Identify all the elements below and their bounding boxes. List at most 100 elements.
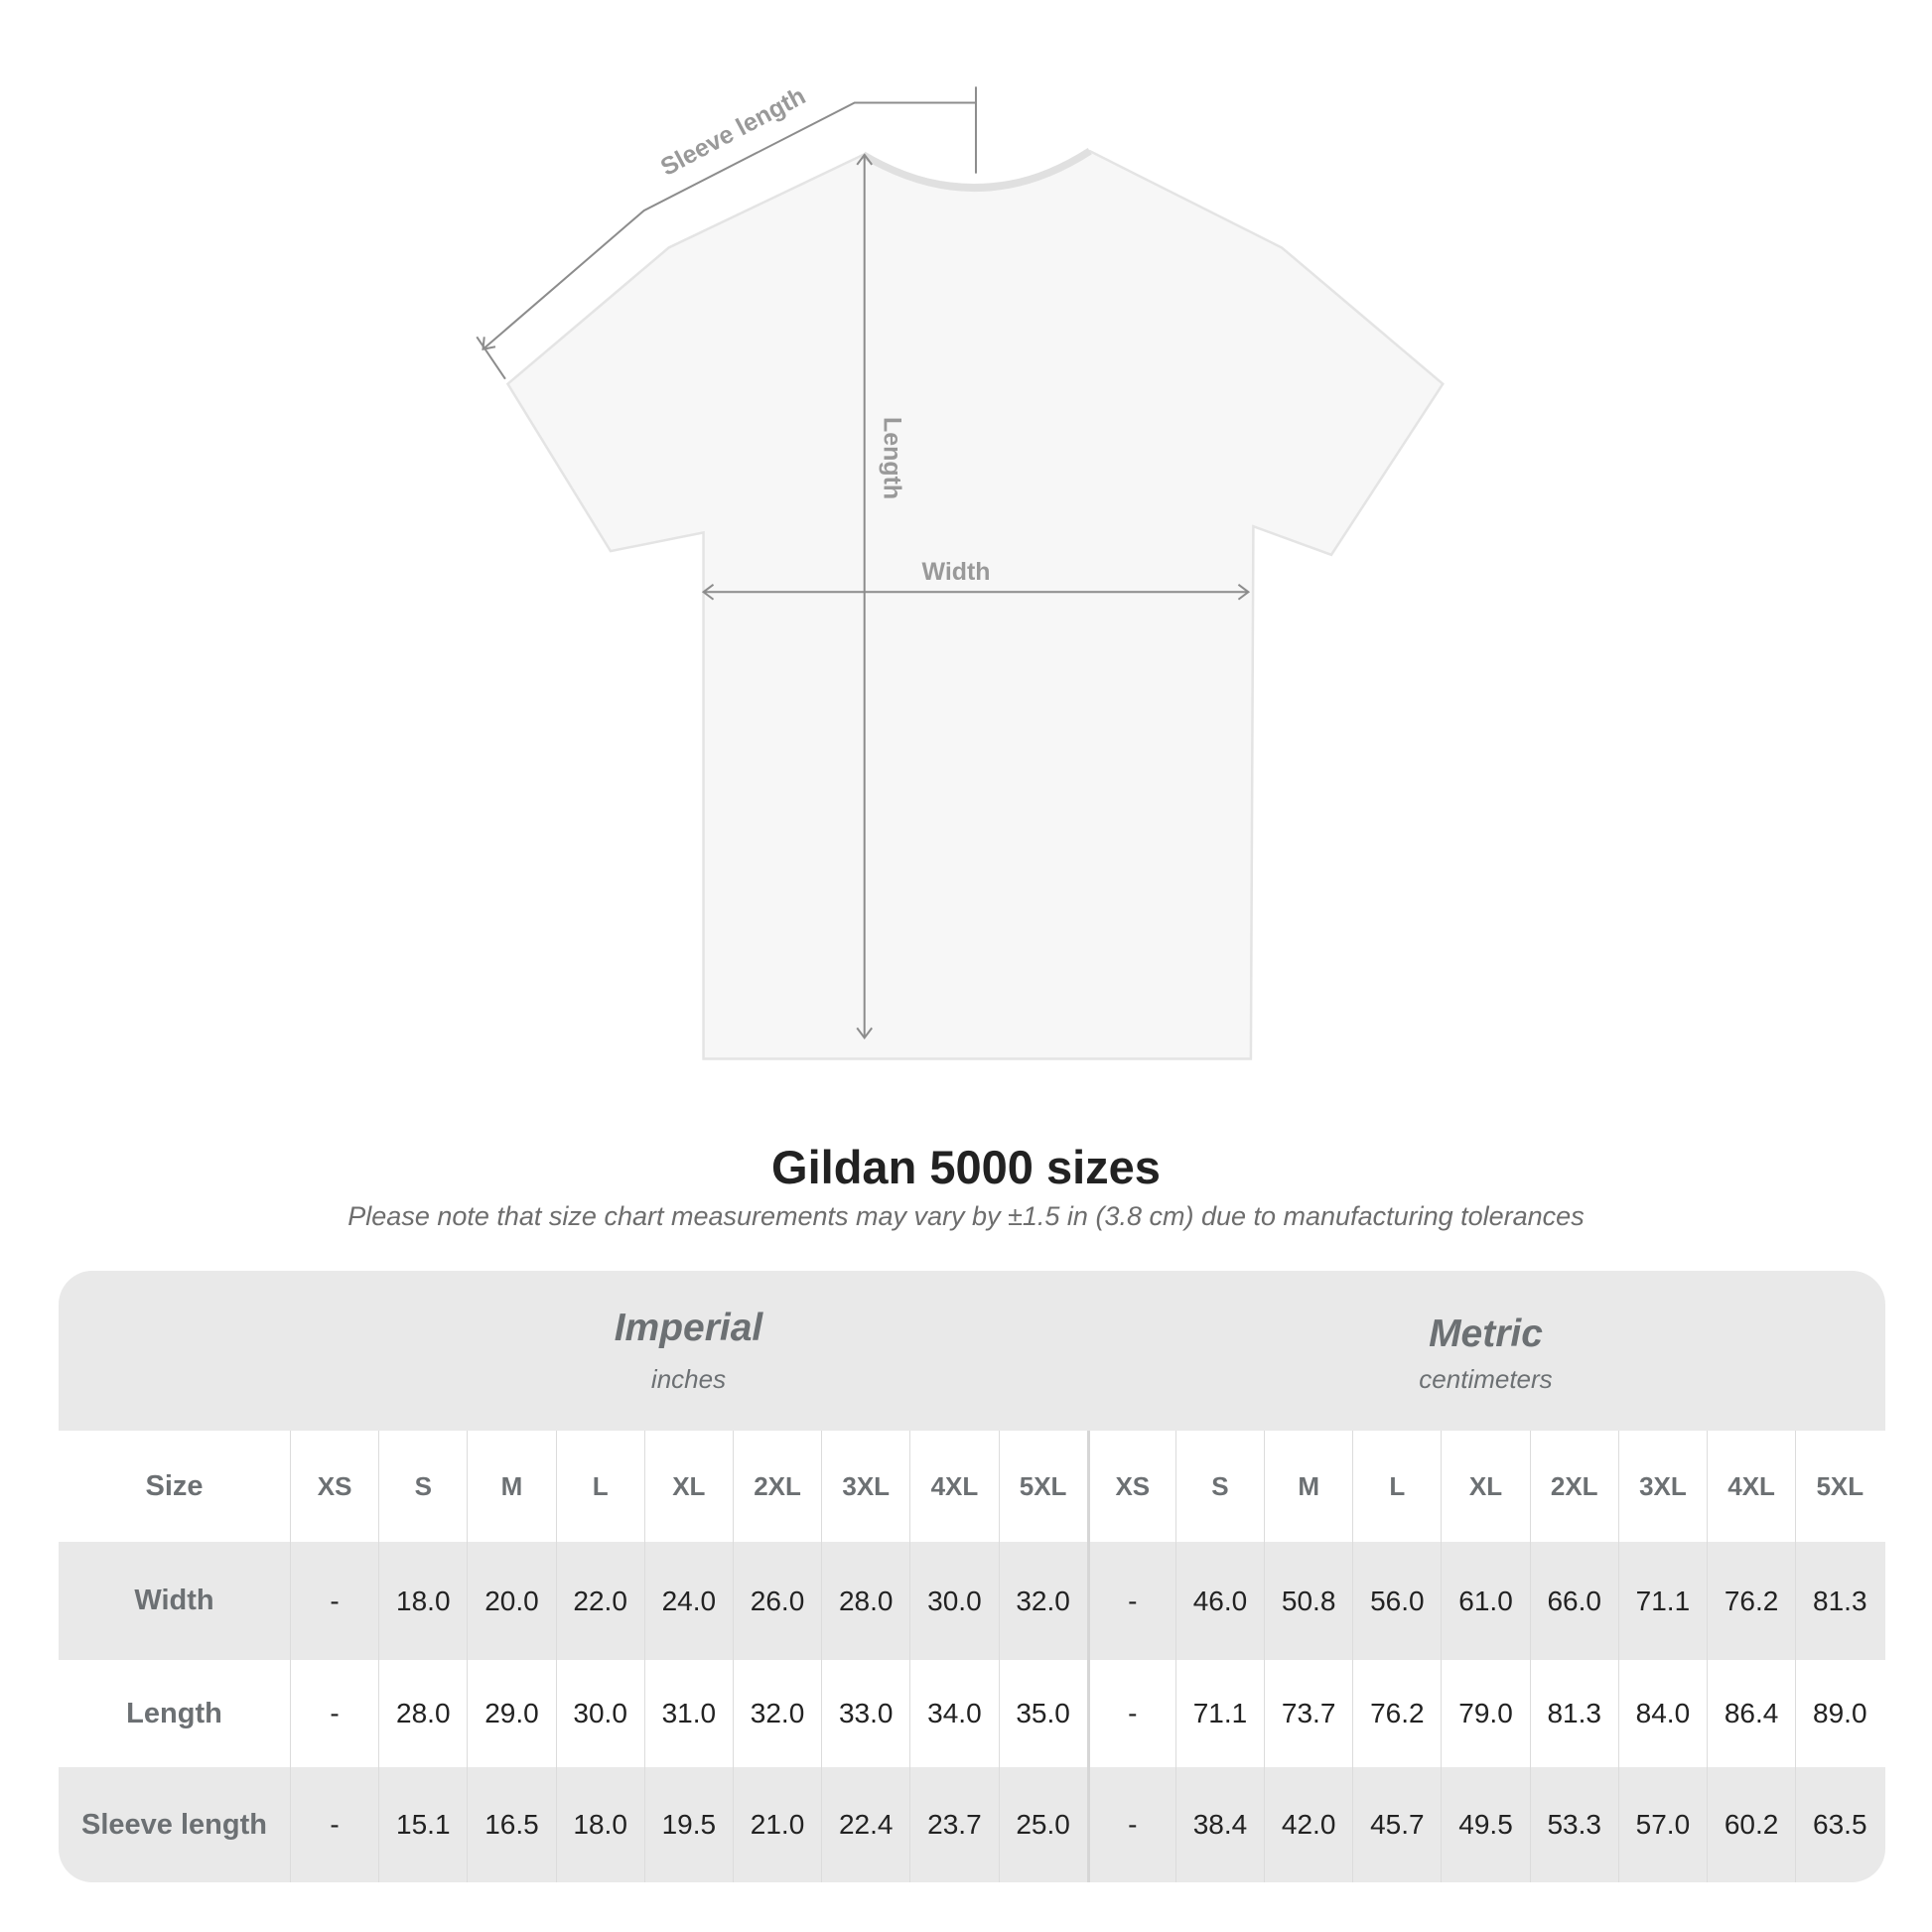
imperial-value: 30.0 — [555, 1660, 644, 1767]
width-label: Width — [922, 558, 991, 586]
imperial-value: 22.4 — [821, 1767, 909, 1882]
size-metric-3: L — [1352, 1431, 1441, 1542]
imperial-value: 24.0 — [643, 1542, 733, 1660]
size-table: Imperial inches Metric centimeters Size X… — [59, 1271, 1885, 1882]
imperial-value: 16.5 — [467, 1767, 555, 1882]
length-label: Length — [879, 417, 906, 499]
metric-header: Metric centimeters — [1087, 1271, 1884, 1431]
table-row: Width -18.0 20.0 22.0 24.0 26.0 28.0 30.0 32.0-4… — [59, 1542, 1885, 1660]
imperial-value: - — [290, 1542, 378, 1660]
metric-value: 66.0 — [1529, 1542, 1618, 1660]
metric-value: 76.2 — [1352, 1660, 1441, 1767]
imperial-value: 26.0 — [732, 1542, 821, 1660]
imperial-value: 32.0 — [998, 1542, 1087, 1660]
imperial-value: 31.0 — [643, 1660, 733, 1767]
imperial-value: 21.0 — [732, 1767, 821, 1882]
table-row: Length -28.0 29.0 30.0 31.0 32.0 33.0 34.0 35.0-… — [59, 1660, 1885, 1767]
metric-value: 46.0 — [1174, 1542, 1264, 1660]
length-arrow-top — [856, 153, 873, 166]
size-imperial-8: 5XL — [998, 1431, 1087, 1542]
imperial-value: 22.0 — [555, 1542, 644, 1660]
tshirt-shape — [505, 149, 1445, 1060]
width-arrow-right — [1237, 583, 1251, 601]
metric-value: 61.0 — [1441, 1542, 1529, 1660]
imperial-value: 20.0 — [467, 1542, 555, 1660]
row-label: Width — [134, 1585, 214, 1616]
size-metric-0: XS — [1086, 1431, 1175, 1542]
metric-value: 81.3 — [1795, 1542, 1883, 1660]
imperial-value: 29.0 — [467, 1660, 555, 1767]
metric-unit: centimeters — [1419, 1364, 1553, 1394]
metric-value: 81.3 — [1529, 1660, 1618, 1767]
metric-value: 56.0 — [1352, 1542, 1441, 1660]
imperial-value: 30.0 — [909, 1542, 998, 1660]
metric-value: 89.0 — [1795, 1660, 1883, 1767]
metric-value: 60.2 — [1707, 1767, 1795, 1882]
metric-value: 50.8 — [1264, 1542, 1352, 1660]
metric-value: 57.0 — [1617, 1767, 1707, 1882]
size-label: Size — [145, 1469, 204, 1502]
metric-value: 38.4 — [1174, 1767, 1264, 1882]
size-imperial-2: M — [467, 1431, 555, 1542]
sleeve-arrow — [482, 337, 496, 351]
size-imperial-4: XL — [643, 1431, 733, 1542]
sleeve-length-label: Sleeve length — [656, 82, 810, 182]
metric-value: 73.7 — [1264, 1660, 1352, 1767]
imperial-value: 28.0 — [378, 1660, 467, 1767]
metric-value: 84.0 — [1617, 1660, 1707, 1767]
imperial-value: 34.0 — [909, 1660, 998, 1767]
size-metric-6: 3XL — [1617, 1431, 1707, 1542]
size-imperial-7: 4XL — [909, 1431, 998, 1542]
imperial-value: 18.0 — [555, 1767, 644, 1882]
size-metric-2: M — [1264, 1431, 1352, 1542]
metric-label: Metric — [1429, 1312, 1543, 1355]
row-label: Sleeve length — [81, 1808, 267, 1841]
imperial-value: - — [290, 1767, 378, 1882]
size-imperial-1: S — [378, 1431, 467, 1542]
size-metric-7: 4XL — [1707, 1431, 1795, 1542]
row-label: Length — [126, 1697, 222, 1729]
size-imperial-6: 3XL — [821, 1431, 909, 1542]
length-arrow-bottom — [856, 1027, 873, 1040]
imperial-value: 23.7 — [909, 1767, 998, 1882]
metric-value: 86.4 — [1707, 1660, 1795, 1767]
size-imperial-3: L — [555, 1431, 644, 1542]
size-metric-1: S — [1174, 1431, 1264, 1542]
metric-value: 42.0 — [1264, 1767, 1352, 1882]
metric-value: 76.2 — [1707, 1542, 1795, 1660]
imperial-value: 25.0 — [998, 1767, 1087, 1882]
imperial-unit: inches — [650, 1364, 727, 1394]
sleeve-measure-line — [482, 101, 976, 350]
imperial-value: 15.1 — [378, 1767, 467, 1882]
metric-value: - — [1086, 1660, 1175, 1767]
metric-value: 79.0 — [1441, 1660, 1529, 1767]
size-imperial-5: 2XL — [732, 1431, 821, 1542]
metric-value: - — [1086, 1542, 1175, 1660]
metric-value: 63.5 — [1795, 1767, 1883, 1882]
page-title: Gildan 5000 sizes — [771, 1141, 1161, 1193]
imperial-value: - — [290, 1660, 378, 1767]
imperial-value: 35.0 — [998, 1660, 1087, 1767]
metric-value: 45.7 — [1352, 1767, 1441, 1882]
size-metric-5: 2XL — [1529, 1431, 1618, 1542]
size-imperial-0: XS — [290, 1431, 378, 1542]
sleeve-start-tick — [476, 336, 506, 380]
tolerance-note: Please note that size chart measurements… — [347, 1201, 1585, 1231]
width-arrow-left — [701, 583, 715, 601]
size-metric-4: XL — [1441, 1431, 1529, 1542]
imperial-value: 32.0 — [732, 1660, 821, 1767]
imperial-value: 33.0 — [821, 1660, 909, 1767]
size-metric-8: 5XL — [1795, 1431, 1883, 1542]
imperial-value: 18.0 — [378, 1542, 467, 1660]
metric-value: 53.3 — [1529, 1767, 1618, 1882]
size-header-row: Size XS S M L XL 2XL 3XL 4XL 5XL XS S M L XL 2XL 3XL 4XL 5… — [59, 1431, 1885, 1542]
imperial-value: 19.5 — [643, 1767, 733, 1882]
metric-value: 71.1 — [1617, 1542, 1707, 1660]
imperial-header: Imperial inches — [290, 1271, 1087, 1431]
imperial-label: Imperial — [614, 1307, 763, 1349]
metric-value: 71.1 — [1174, 1660, 1264, 1767]
collar — [861, 148, 1092, 193]
imperial-value: 28.0 — [821, 1542, 909, 1660]
metric-value: - — [1086, 1767, 1175, 1882]
